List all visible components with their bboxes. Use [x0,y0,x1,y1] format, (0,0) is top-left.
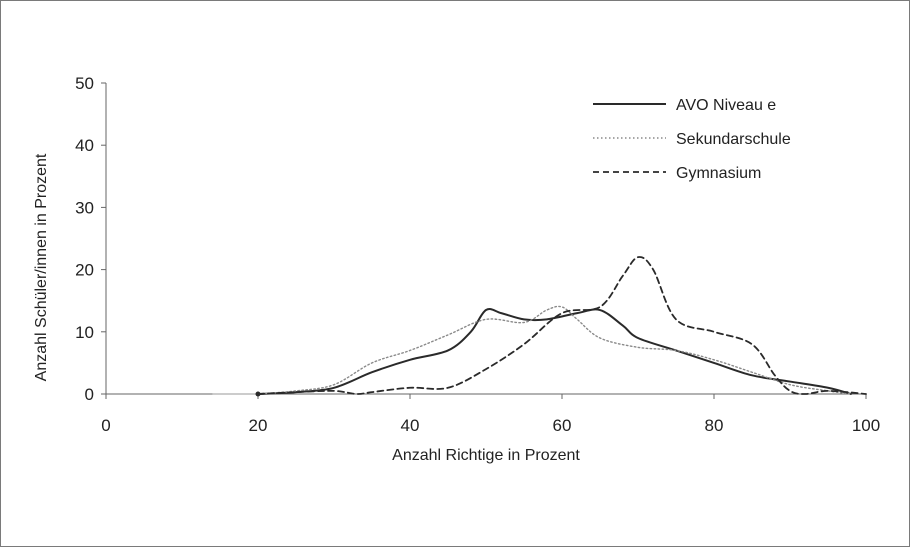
y-tick-label: 50 [75,74,94,93]
x-tick-label: 60 [553,416,572,435]
y-axis-title: Anzahl Schüler/innen in Prozent [33,153,50,381]
x-tick-label: 100 [852,416,880,435]
legend-label-2: Gymnasium [676,165,761,182]
y-tick-label: 40 [75,136,94,155]
y-tick-label: 20 [75,261,94,280]
x-tick-label: 40 [401,416,420,435]
legend-label-1: Sekundarschule [676,131,791,148]
series-line-2 [257,256,867,395]
x-tick-label: 0 [101,416,110,435]
y-tick-label: 10 [75,323,94,342]
x-tick-label: 80 [705,416,724,435]
x-tick-label: 20 [249,416,268,435]
x-axis-title: Anzahl Richtige in Prozent [392,447,580,464]
y-tick-label: 30 [75,198,94,217]
series-line-0 [257,307,852,395]
legend-label-0: AVO Niveau e [676,97,776,114]
series-start-point [255,391,261,397]
series-line-1 [257,305,852,395]
y-tick-label: 0 [85,385,94,404]
